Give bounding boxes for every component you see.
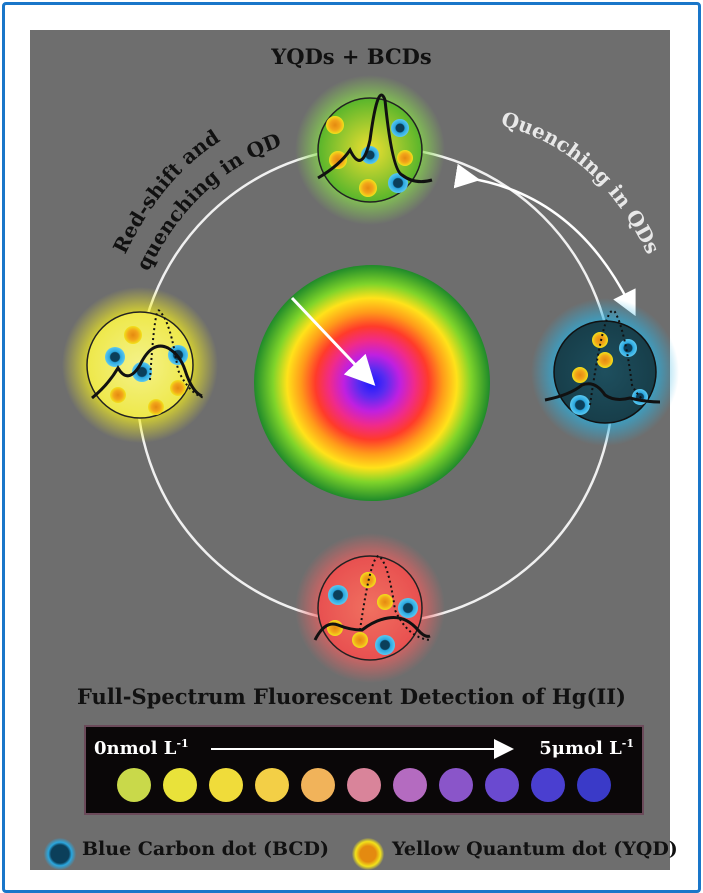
vial-row xyxy=(117,739,611,802)
rainbow-disc xyxy=(254,265,490,501)
legend-yqd-label: Yellow Quantum dot (YQD) xyxy=(392,838,678,860)
vial-10 xyxy=(531,768,565,802)
vial-7 xyxy=(393,768,427,802)
yellow-quantum-dot-icon xyxy=(352,838,384,870)
node-left-yellow xyxy=(62,287,218,443)
vial-11 xyxy=(577,768,611,802)
section-title: Full-Spectrum Fluorescent Detection of H… xyxy=(77,684,626,709)
vial-strip: 0nmol L-1 5μmol L-1 xyxy=(84,725,644,815)
vial-4 xyxy=(255,768,289,802)
node-bottom-red xyxy=(295,533,445,683)
strip-right-label: 5μmol L-1 xyxy=(539,737,634,759)
vial-2 xyxy=(163,768,197,802)
vial-6 xyxy=(347,768,381,802)
top-node-label: YQDs + BCDs xyxy=(271,44,432,69)
node-top-green xyxy=(295,75,445,225)
left-arc-label-2: quenching in QDs xyxy=(0,0,284,274)
vial-5 xyxy=(301,768,335,802)
vial-9 xyxy=(485,768,519,802)
blue-carbon-dot-icon xyxy=(44,838,76,870)
vial-3 xyxy=(209,768,243,802)
vial-1 xyxy=(117,768,151,802)
vial-8 xyxy=(439,768,473,802)
color-shift-arrow xyxy=(290,296,376,386)
node-right-cyan xyxy=(531,298,679,446)
quenching-arrow xyxy=(453,163,636,317)
legend-bcd-label: Blue Carbon dot (BCD) xyxy=(82,838,329,860)
strip-left-label: 0nmol L-1 xyxy=(94,737,189,759)
